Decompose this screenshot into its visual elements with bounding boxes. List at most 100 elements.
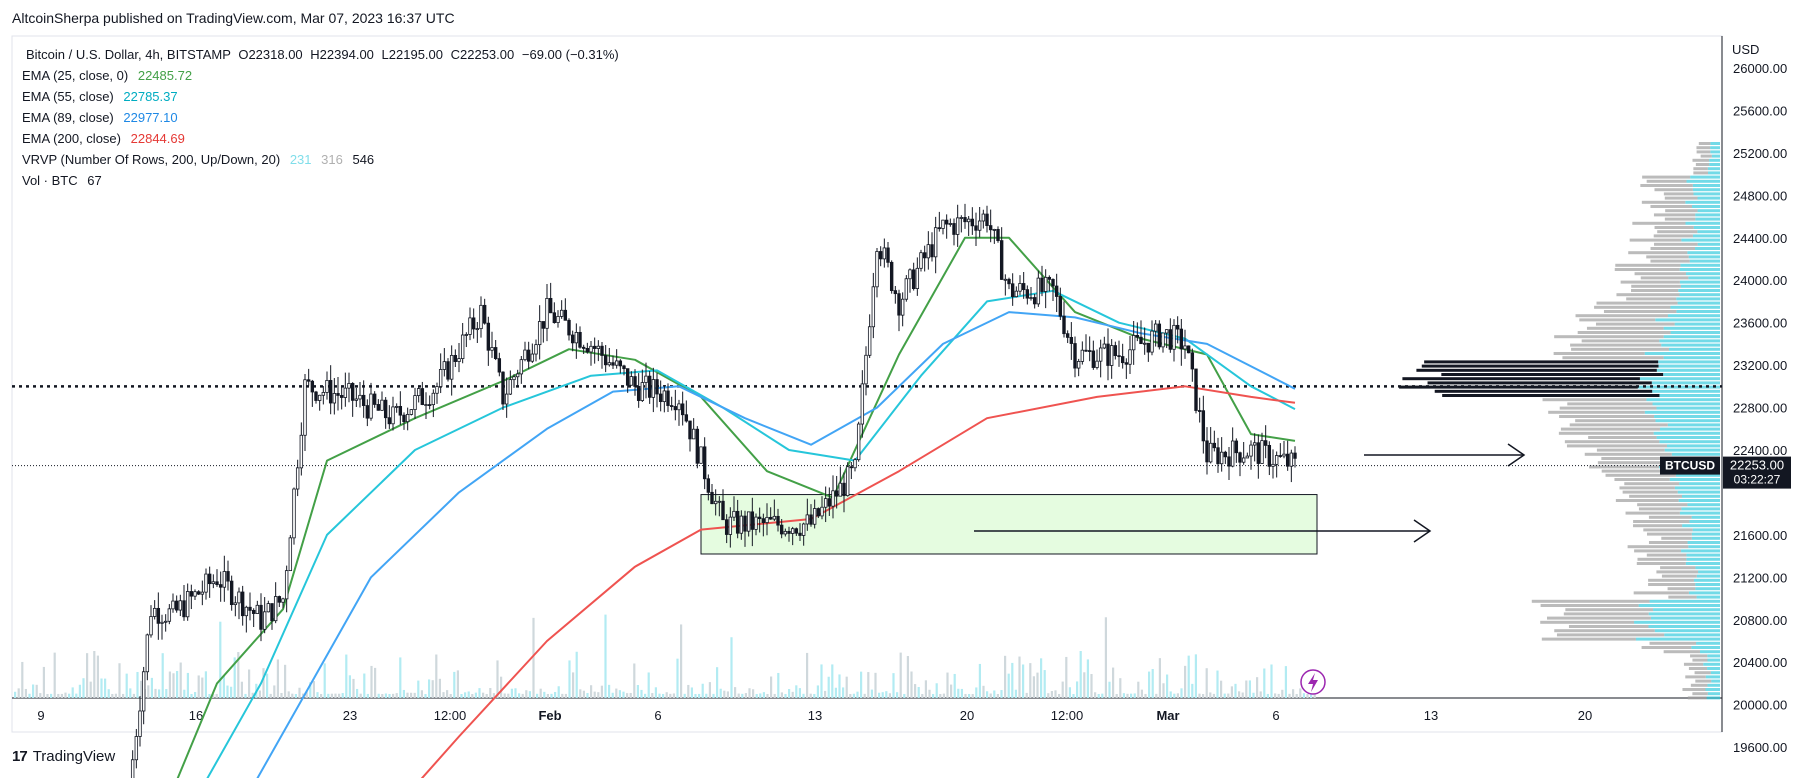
volume-bar-223 <box>816 685 819 698</box>
vp-down-86 <box>1637 503 1688 507</box>
candle-body-237 <box>999 240 1004 280</box>
arrow-lower[interactable] <box>974 519 1432 543</box>
volume-bar-91 <box>341 693 344 698</box>
candle-body-32 <box>248 606 252 611</box>
candle-body-21 <box>207 573 212 585</box>
candle-body-306 <box>1252 442 1257 446</box>
candle-body-8 <box>160 621 164 624</box>
volume-bar-243 <box>888 693 891 698</box>
candle-body-240 <box>1010 283 1015 298</box>
volume-bar-244 <box>892 673 895 698</box>
arrow-upper[interactable] <box>1364 443 1526 467</box>
volume-bar-361 <box>1313 693 1316 698</box>
symbol-row[interactable]: Bitcoin / U.S. Dollar, 4h, BITSTAMP O223… <box>22 44 619 65</box>
vp-down-62 <box>1567 402 1653 406</box>
ema200-row[interactable]: EMA (200, close) 22844.69 <box>22 128 619 149</box>
lightning-icon[interactable] <box>1300 669 1326 695</box>
volume-bar-103 <box>384 693 387 698</box>
volume-bar-194 <box>712 693 715 698</box>
demand-zone[interactable] <box>700 494 1318 555</box>
candle-body-125 <box>589 345 593 353</box>
vp-down-6 <box>1693 167 1708 171</box>
vp-up-55 <box>1663 373 1720 376</box>
vol-value: 67 <box>87 173 102 188</box>
volume-bar-183 <box>672 693 675 698</box>
candle-body-122 <box>578 331 582 348</box>
x-tick-3: 12:00 <box>434 708 467 723</box>
volume-bar-229 <box>838 674 841 698</box>
x-tick-9: Mar <box>1156 708 1179 723</box>
vp-down-123 <box>1692 658 1708 662</box>
vp-up-79 <box>1675 473 1720 477</box>
volume-bar-124 <box>460 693 463 698</box>
candle-body-188 <box>820 506 824 517</box>
vp-up-98 <box>1686 553 1720 557</box>
tradingview-footer[interactable]: 17 TradingView <box>12 748 115 765</box>
vrvp-row[interactable]: VRVP (Number Of Rows, 200, Up/Down, 20) … <box>22 149 619 170</box>
candle-body-60 <box>350 383 355 401</box>
ema25-label: EMA (25, close, 0) <box>22 68 129 83</box>
vp-down-115 <box>1568 625 1649 628</box>
candle-body-49 <box>310 380 315 393</box>
candle-body-15 <box>185 591 190 618</box>
vp-up-103 <box>1696 574 1720 578</box>
candle-body-114 <box>548 298 553 314</box>
vp-down-42 <box>1579 318 1656 322</box>
volume-bar-117 <box>435 654 438 698</box>
candle-body-148 <box>673 406 678 411</box>
volume-bar-282 <box>1029 663 1032 698</box>
volume-bar-221 <box>809 693 812 698</box>
vp-up-10 <box>1692 184 1720 187</box>
volume-bar-227 <box>831 664 834 698</box>
candle-body-218 <box>930 244 934 258</box>
candle-body-19 <box>200 591 205 595</box>
volume-bar-156 <box>575 651 578 698</box>
candle-body-268 <box>1113 345 1118 357</box>
volume-bar-210 <box>770 676 773 698</box>
vp-up-62 <box>1652 402 1720 406</box>
volume-bar-230 <box>842 687 845 698</box>
vrvp-up: 231 <box>289 152 312 167</box>
volume-bar-33 <box>132 693 135 698</box>
candle-body-185 <box>809 514 813 525</box>
candle-body-196 <box>849 466 854 469</box>
volume-bar-348 <box>1266 693 1269 698</box>
ema89-row[interactable]: EMA (89, close) 22977.10 <box>22 107 619 128</box>
volume-bar-324 <box>1180 688 1183 698</box>
vp-up-33 <box>1679 280 1720 284</box>
volume-bar-199 <box>730 637 733 698</box>
volume-bar-234 <box>856 691 859 698</box>
vp-up-25 <box>1695 247 1720 250</box>
volume-bar-130 <box>482 692 485 698</box>
candle-body-135 <box>625 368 630 386</box>
volume-bar-63 <box>240 681 243 698</box>
x-tick-6: 13 <box>808 708 822 723</box>
vp-down-119 <box>1649 641 1697 645</box>
volume-bar-320 <box>1166 674 1169 698</box>
candle-body-224 <box>952 223 956 235</box>
vol-row[interactable]: Vol · BTC 67 <box>22 170 619 191</box>
vp-down-89 <box>1648 515 1692 519</box>
volume-bar-177 <box>651 693 654 698</box>
vp-up-87 <box>1681 507 1720 511</box>
vp-down-107 <box>1633 591 1689 595</box>
volume-bar-148 <box>546 693 549 698</box>
vp-down-83 <box>1622 490 1678 494</box>
volume-bar-170 <box>626 693 629 698</box>
ema55-row[interactable]: EMA (55, close) 22785.37 <box>22 86 619 107</box>
vp-up-115 <box>1648 625 1720 628</box>
candle-body-96 <box>482 304 487 324</box>
vp-down-129 <box>1690 683 1708 687</box>
volume-bar-150 <box>554 691 557 698</box>
vp-down-8 <box>1642 175 1691 179</box>
volume-bar-258 <box>942 693 945 698</box>
ema25-row[interactable]: EMA (25, close, 0) 22485.72 <box>22 65 619 86</box>
vp-up-126 <box>1710 671 1720 675</box>
candle-body-116 <box>556 316 560 324</box>
candle-body-28 <box>233 602 238 606</box>
volume-bar-248 <box>906 656 909 698</box>
vp-down-117 <box>1556 633 1665 637</box>
volume-bar-319 <box>1162 683 1165 698</box>
volume-bar-21 <box>89 681 92 698</box>
